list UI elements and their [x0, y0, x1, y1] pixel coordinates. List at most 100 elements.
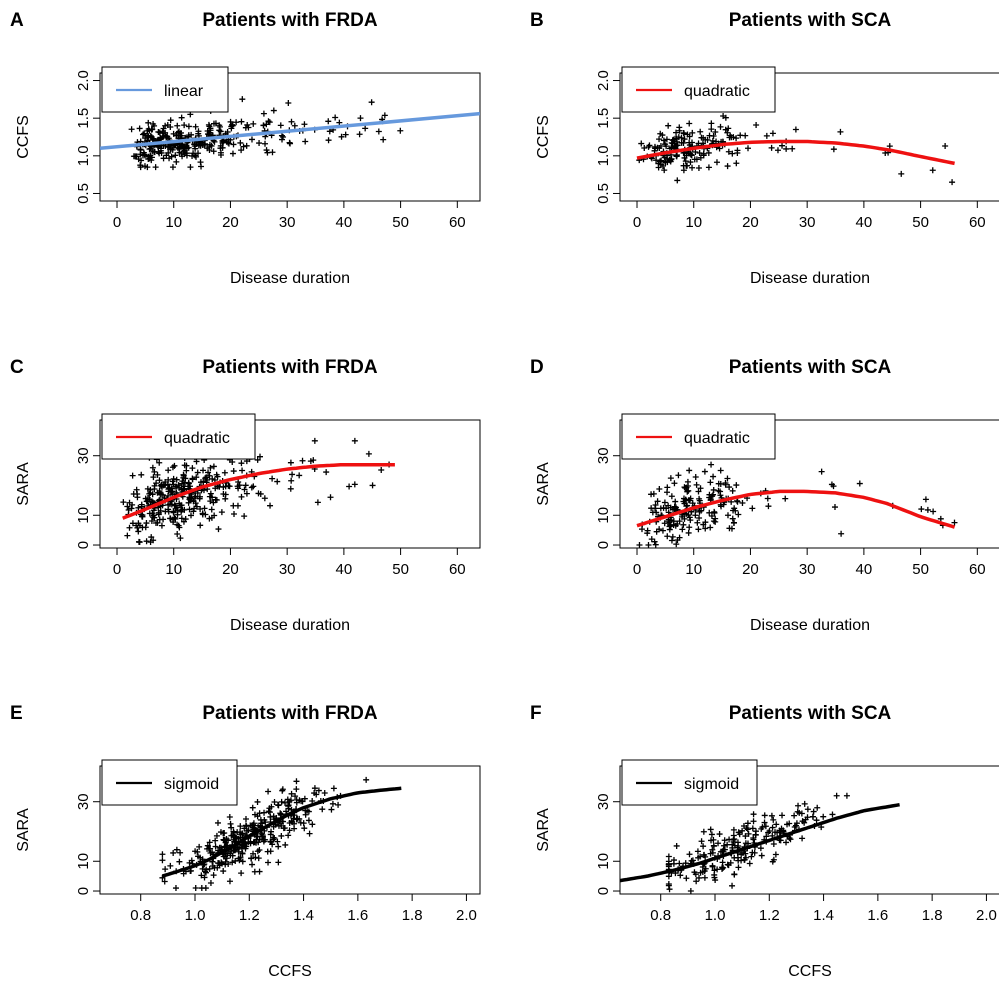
data-point — [937, 515, 944, 522]
data-point — [733, 135, 740, 142]
data-point — [215, 847, 222, 854]
data-point — [241, 842, 248, 849]
data-point — [151, 468, 158, 475]
data-point — [178, 142, 185, 149]
data-point — [689, 129, 696, 136]
data-point — [269, 841, 276, 848]
data-point — [681, 154, 688, 161]
data-point — [156, 459, 163, 466]
data-point — [212, 843, 219, 850]
x-axis: 0 10 20 30 40 50 60 — [113, 548, 466, 578]
data-point — [194, 469, 201, 476]
data-point — [234, 829, 241, 836]
scatter-points — [636, 461, 958, 548]
data-point — [285, 99, 292, 106]
data-point — [684, 478, 691, 485]
data-point — [270, 107, 277, 114]
data-point — [683, 162, 690, 169]
data-point — [768, 144, 775, 151]
data-point — [206, 493, 213, 500]
data-point — [156, 477, 163, 484]
data-point — [176, 858, 183, 865]
data-point — [659, 132, 666, 139]
data-point — [774, 147, 781, 154]
data-point — [741, 856, 748, 863]
scatter-points — [636, 113, 956, 186]
data-point — [327, 494, 334, 501]
data-point — [262, 819, 269, 826]
data-point — [738, 851, 745, 858]
data-point — [351, 437, 358, 444]
data-point — [761, 812, 768, 819]
data-point — [275, 843, 282, 850]
data-point — [659, 527, 666, 534]
data-point — [701, 851, 708, 858]
data-point — [230, 468, 237, 475]
y-tick-label: 10 — [75, 507, 92, 524]
data-point — [222, 483, 229, 490]
data-point — [369, 482, 376, 489]
data-point — [200, 467, 207, 474]
data-point — [165, 467, 172, 474]
data-point — [768, 812, 775, 819]
data-point — [210, 120, 217, 127]
data-point — [711, 874, 718, 881]
data-point — [729, 882, 736, 889]
data-point — [720, 501, 727, 508]
data-point — [685, 529, 692, 536]
data-point — [782, 495, 789, 502]
data-point — [772, 851, 779, 858]
data-point — [151, 122, 158, 129]
data-point — [746, 860, 753, 867]
data-point — [769, 130, 776, 137]
data-point — [801, 819, 808, 826]
legend: quadratic — [621, 413, 776, 460]
data-point — [261, 495, 268, 502]
data-point — [238, 460, 245, 467]
data-point — [260, 122, 267, 129]
data-point — [181, 122, 188, 129]
data-point — [126, 524, 133, 531]
data-point — [120, 499, 127, 506]
data-point — [657, 143, 664, 150]
data-point — [271, 835, 278, 842]
data-point — [197, 522, 204, 529]
data-point — [250, 483, 257, 490]
fit-curve — [636, 139, 955, 166]
x-tick-label: 20 — [742, 561, 759, 578]
data-point — [286, 827, 293, 834]
data-point — [133, 486, 140, 493]
data-point — [159, 857, 166, 864]
data-point — [185, 480, 192, 487]
data-point — [157, 491, 164, 498]
data-point — [239, 96, 246, 103]
x-tick-label: 60 — [449, 561, 466, 578]
data-point — [218, 844, 225, 851]
y-tick-label: 1.5 — [595, 108, 612, 129]
data-point — [177, 849, 184, 856]
data-point — [378, 466, 385, 473]
x-axis: 0.8 1.0 1.2 1.4 1.6 1.8 2.0 — [130, 894, 477, 924]
data-point — [141, 163, 148, 170]
x-tick-label: 20 — [222, 561, 239, 578]
data-point — [242, 815, 249, 822]
data-point — [799, 835, 806, 842]
data-point — [233, 119, 240, 126]
data-point — [226, 878, 233, 885]
data-point — [174, 511, 181, 518]
panel-letter: D — [530, 357, 544, 378]
data-point — [742, 850, 749, 857]
data-point — [749, 849, 756, 856]
y-tick-label: 30 — [595, 793, 612, 810]
data-point — [319, 806, 326, 813]
data-point — [186, 859, 193, 866]
data-point — [208, 506, 215, 513]
data-point — [193, 474, 200, 481]
data-point — [214, 864, 221, 871]
y-axis-label: SARA — [535, 462, 552, 506]
data-point — [665, 853, 672, 860]
data-point — [668, 493, 675, 500]
y-tick-label: 2.0 — [595, 70, 612, 91]
data-point — [183, 150, 190, 157]
data-point — [189, 465, 196, 472]
